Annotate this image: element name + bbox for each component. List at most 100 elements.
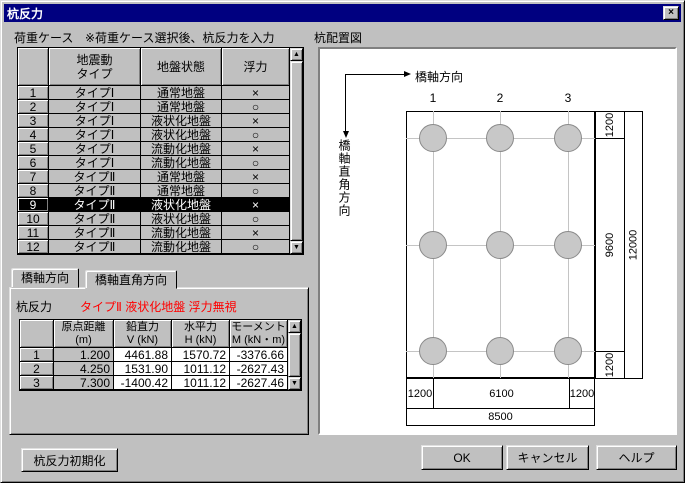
init-reaction-button[interactable]: 杭反力初期化	[21, 448, 118, 472]
load-case-label: 荷重ケース	[14, 31, 74, 45]
dim-right-bottom: 1200	[595, 351, 625, 379]
case-row-2[interactable]: 2 タイプⅠ 通常地盤 ○	[18, 100, 303, 114]
arrow-right-icon	[404, 71, 411, 77]
cell-buoyancy: ×	[222, 114, 290, 128]
close-button[interactable]: ×	[663, 6, 679, 20]
row-number: 8	[18, 184, 49, 198]
pile-column-number: 1	[429, 91, 437, 105]
title-bar[interactable]: 杭反力	[4, 4, 681, 22]
cell-moment[interactable]: -2627.43	[230, 362, 288, 376]
scroll-down-button[interactable]: ▼	[288, 377, 301, 390]
reaction-header-row: 原点距離 (m) 鉛直力 V (kN) 水平力 H (kN) モーメント M (kN・m…	[20, 320, 301, 348]
pile-column-number: 2	[496, 91, 504, 105]
scroll-thumb[interactable]	[288, 333, 301, 377]
cell-buoyancy: ×	[222, 142, 290, 156]
col-header-buoyancy: 浮力	[222, 48, 290, 86]
cell-type: タイプⅠ	[49, 128, 141, 142]
cell-buoyancy: ○	[222, 240, 290, 254]
cell-moment[interactable]: -3376.66	[230, 348, 288, 362]
cell-ground: 流動化地盤	[141, 240, 222, 254]
scroll-up-button[interactable]: ▲	[288, 320, 301, 333]
axis-line-horizontal	[345, 74, 405, 75]
window-title: 杭反力	[7, 6, 44, 21]
scroll-up-icon: ▲	[293, 51, 300, 58]
cell-ground: 通常地盤	[141, 100, 222, 114]
axis-label-vertical: 橋軸直角方向	[337, 139, 351, 217]
cell-ground: 流動化地盤	[141, 142, 222, 156]
cell-vertical-force[interactable]: -1400.42	[114, 376, 172, 390]
case-row-12[interactable]: 12 タイプⅡ 流動化地盤 ○	[18, 240, 303, 254]
cell-type: タイプⅠ	[49, 86, 141, 100]
case-row-7[interactable]: 7 タイプⅡ 通常地盤 ×	[18, 170, 303, 184]
row-number: 1	[18, 86, 49, 100]
scroll-up-icon: ▲	[291, 323, 298, 330]
tab-bridge-axis-perpendicular[interactable]: 橋軸直角方向	[85, 270, 178, 289]
help-button[interactable]: ヘルプ	[596, 445, 677, 470]
cell-ground: 液状化地盤	[141, 212, 222, 226]
case-row-3[interactable]: 3 タイプⅠ 液状化地盤 ×	[18, 114, 303, 128]
pile-circle	[419, 124, 447, 152]
cell-buoyancy: ×	[222, 198, 290, 212]
row-number: 2	[20, 362, 54, 376]
tab-bridge-axis[interactable]: 橋軸方向	[11, 268, 80, 288]
case-row-9-selected[interactable]: 9 タイプⅡ 液状化地盤 ×	[18, 198, 303, 212]
scroll-down-button[interactable]: ▼	[290, 241, 303, 254]
axis-line-vertical	[345, 74, 346, 132]
cell-distance: 4.250	[54, 362, 114, 376]
cell-buoyancy: ×	[222, 170, 290, 184]
cell-horizontal-force[interactable]: 1011.12	[172, 362, 230, 376]
case-table-header-row: 地震動 タイプ 地盤状態 浮力	[18, 48, 303, 86]
row-number: 3	[18, 114, 49, 128]
case-row-11[interactable]: 11 タイプⅡ 流動化地盤 ×	[18, 226, 303, 240]
scroll-track[interactable]	[290, 61, 303, 241]
dim-bottom-total: 8500	[406, 408, 595, 426]
row-number: 5	[18, 142, 49, 156]
reaction-row-3: 3 7.300 -1400.42 1011.12 -2627.46	[20, 376, 301, 390]
cell-buoyancy: ○	[222, 184, 290, 198]
case-row-4[interactable]: 4 タイプⅠ 液状化地盤 ○	[18, 128, 303, 142]
cell-horizontal-force[interactable]: 1570.72	[172, 348, 230, 362]
reaction-table-scrollbar[interactable]: ▲ ▼	[288, 320, 301, 390]
dim-bottom-middle: 6100	[433, 378, 570, 409]
dim-right-middle: 9600	[595, 138, 625, 352]
reaction-tab-panel: 杭反力 タイプⅡ 液状化地盤 浮力無視 原点距離 (m) 鉛直力 V (kN) 水平…	[9, 287, 309, 435]
case-row-10[interactable]: 10 タイプⅡ 液状化地盤 ○	[18, 212, 303, 226]
col-header-vertical: 鉛直力 V (kN)	[114, 320, 172, 348]
cell-ground: 液状化地盤	[141, 128, 222, 142]
cell-ground: 流動化地盤	[141, 226, 222, 240]
row-number: 7	[18, 170, 49, 184]
cell-distance: 1.200	[54, 348, 114, 362]
cell-ground: 液状化地盤	[141, 114, 222, 128]
row-number: 10	[18, 212, 49, 226]
case-row-1[interactable]: 1 タイプⅠ 通常地盤 ×	[18, 86, 303, 100]
cell-type: タイプⅠ	[49, 142, 141, 156]
case-row-8[interactable]: 8 タイプⅡ 通常地盤 ○	[18, 184, 303, 198]
scroll-thumb[interactable]	[290, 61, 303, 241]
cell-type: タイプⅡ	[49, 240, 141, 254]
case-row-5[interactable]: 5 タイプⅠ 流動化地盤 ×	[18, 142, 303, 156]
cell-ground: 流動化地盤	[141, 156, 222, 170]
pile-layout-panel: 橋軸方向 橋軸直角方向 1 2 3 1200 9600 1200 12000 1…	[318, 47, 677, 435]
cell-moment[interactable]: -2627.46	[230, 376, 288, 390]
cell-buoyancy: ○	[222, 212, 290, 226]
scroll-down-icon: ▼	[293, 244, 300, 251]
row-number: 11	[18, 226, 49, 240]
ok-button[interactable]: OK	[421, 445, 503, 470]
cell-vertical-force[interactable]: 1531.90	[114, 362, 172, 376]
cell-type: タイプⅠ	[49, 100, 141, 114]
cell-ground: 通常地盤	[141, 86, 222, 100]
case-row-6[interactable]: 6 タイプⅠ 流動化地盤 ○	[18, 156, 303, 170]
case-table-scrollbar[interactable]: ▲ ▼	[290, 48, 303, 254]
cell-vertical-force[interactable]: 4461.88	[114, 348, 172, 362]
cell-horizontal-force[interactable]: 1011.12	[172, 376, 230, 390]
reaction-row-1: 1 1.200 4461.88 1570.72 -3376.66	[20, 348, 301, 362]
load-case-table: 地震動 タイプ 地盤状態 浮力 1 タイプⅠ 通常地盤 × 2 タイプⅠ 通常地…	[17, 47, 304, 255]
row-number: 2	[18, 100, 49, 114]
cancel-button[interactable]: キャンセル	[506, 445, 589, 470]
pile-circle	[486, 231, 514, 259]
cell-buoyancy: ×	[222, 226, 290, 240]
scroll-track[interactable]	[288, 333, 301, 377]
row-number: 6	[18, 156, 49, 170]
corner-cell	[18, 48, 49, 86]
scroll-up-button[interactable]: ▲	[290, 48, 303, 61]
